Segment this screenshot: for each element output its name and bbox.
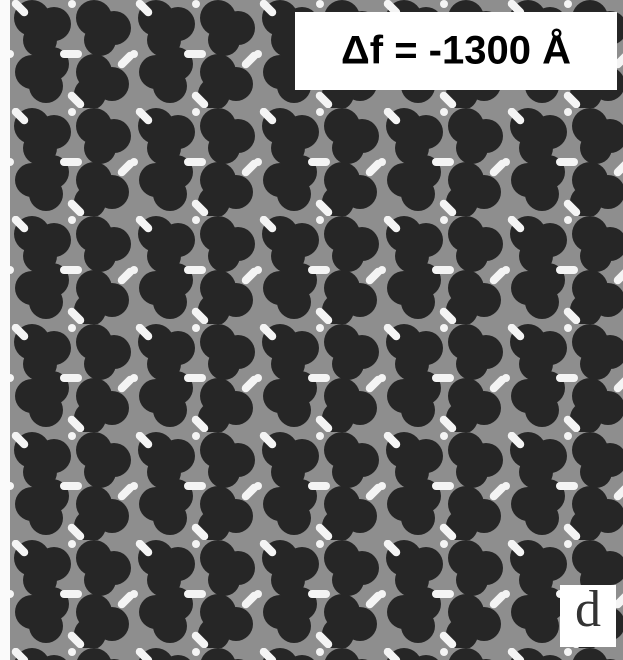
- defocus-label: Δf = -1300 Å: [341, 28, 571, 73]
- panel-letter: d: [575, 581, 601, 638]
- lattice-image: [10, 0, 623, 660]
- page: Δf = -1300 Å d (() => { const data = JSO…: [0, 0, 623, 660]
- micrograph: Δf = -1300 Å d: [0, 0, 623, 660]
